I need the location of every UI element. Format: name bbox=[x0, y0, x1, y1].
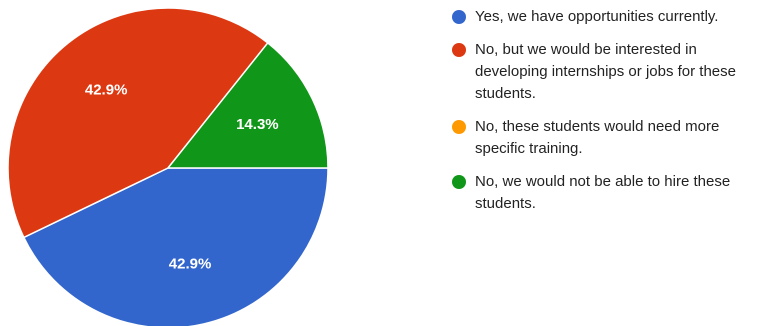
slice-label-yes-we-have-opportunities-currently: 42.9% bbox=[169, 256, 212, 273]
pie-slice-no-we-would-not-be-able-to-hire-these-st[interactable] bbox=[166, 41, 329, 169]
legend-item-not-able-to-hire[interactable]: No, we would not be able to hire these s… bbox=[452, 171, 772, 215]
legend-marker bbox=[452, 43, 466, 57]
pie-slices bbox=[7, 7, 329, 326]
legend-label: Yes, we have opportunities currently. bbox=[475, 8, 719, 25]
legend-label: No, but we would be interested in develo… bbox=[475, 41, 736, 102]
pie-slice-yes-we-have-opportunities-currently[interactable] bbox=[22, 167, 329, 326]
legend-label: No, these students would need more speci… bbox=[475, 118, 720, 157]
legend-item-interested-developing[interactable]: No, but we would be interested in develo… bbox=[452, 39, 772, 105]
legend-label: No, we would not be able to hire these s… bbox=[475, 173, 731, 212]
legend-item-yes-opportunities[interactable]: Yes, we have opportunities currently. bbox=[452, 6, 772, 28]
slice-label-no-but-we-would-be-interested-in-develop: 42.9% bbox=[85, 81, 128, 98]
slice-label-no-we-would-not-be-able-to-hire-these-st: 14.3% bbox=[236, 116, 279, 133]
legend-marker bbox=[452, 10, 466, 24]
chart-legend: Yes, we have opportunities currently. No… bbox=[452, 6, 772, 226]
legend-marker bbox=[452, 175, 466, 189]
legend-item-need-training[interactable]: No, these students would need more speci… bbox=[452, 116, 772, 160]
pie-slice-no-but-we-would-be-interested-in-develop[interactable] bbox=[7, 7, 269, 239]
pie-slice-labels: 42.9% 42.9% 14.3% bbox=[85, 81, 279, 272]
legend-marker bbox=[452, 120, 466, 134]
